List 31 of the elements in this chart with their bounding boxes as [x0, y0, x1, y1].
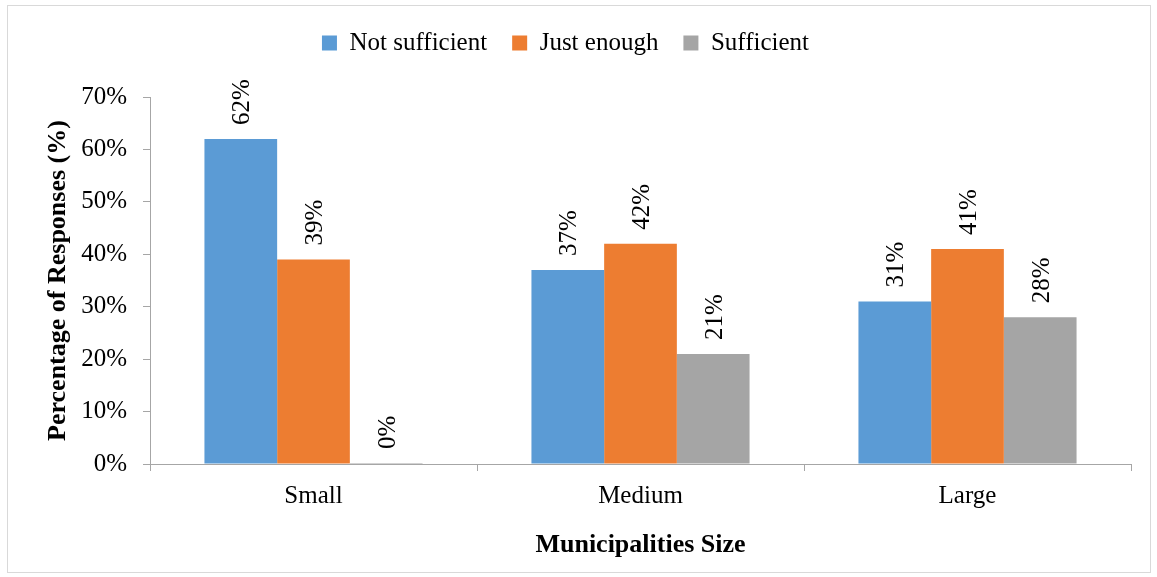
x-tick-label: Medium: [598, 480, 684, 508]
data-label: 0%: [372, 415, 400, 449]
data-label: 31%: [881, 241, 909, 288]
data-label: 37%: [554, 210, 582, 257]
y-tick-label: 0%: [93, 448, 127, 476]
legend-label: Not sufficient: [349, 27, 488, 55]
y-tick-label: 20%: [81, 343, 127, 371]
bar: [204, 138, 278, 464]
data-label: 41%: [954, 189, 982, 236]
bar: [858, 301, 932, 464]
data-label: 62%: [227, 79, 255, 125]
data-label: 39%: [300, 199, 328, 246]
data-label: 28%: [1026, 257, 1054, 304]
y-tick-label: 40%: [81, 238, 127, 266]
y-axis-title: Percentage of Responses (%): [42, 120, 72, 441]
y-tick-label: 10%: [81, 396, 127, 424]
bar: [931, 249, 1004, 464]
y-tick-label: 30%: [81, 291, 127, 319]
y-tick-label: 60%: [81, 133, 127, 161]
x-axis-title: Municipalities Size: [535, 529, 746, 559]
legend-label: Just enough: [539, 27, 659, 55]
bar: [531, 270, 605, 464]
y-tick-label: 50%: [81, 186, 127, 214]
x-tick-label: Small: [284, 480, 343, 508]
data-label: 21%: [699, 294, 727, 340]
legend-label: Sufficient: [710, 27, 810, 55]
bar: [604, 243, 677, 464]
bar: [277, 259, 350, 464]
x-tick-label: Large: [938, 480, 997, 508]
data-label: 42%: [627, 183, 655, 230]
y-tick-label: 70%: [81, 81, 127, 109]
